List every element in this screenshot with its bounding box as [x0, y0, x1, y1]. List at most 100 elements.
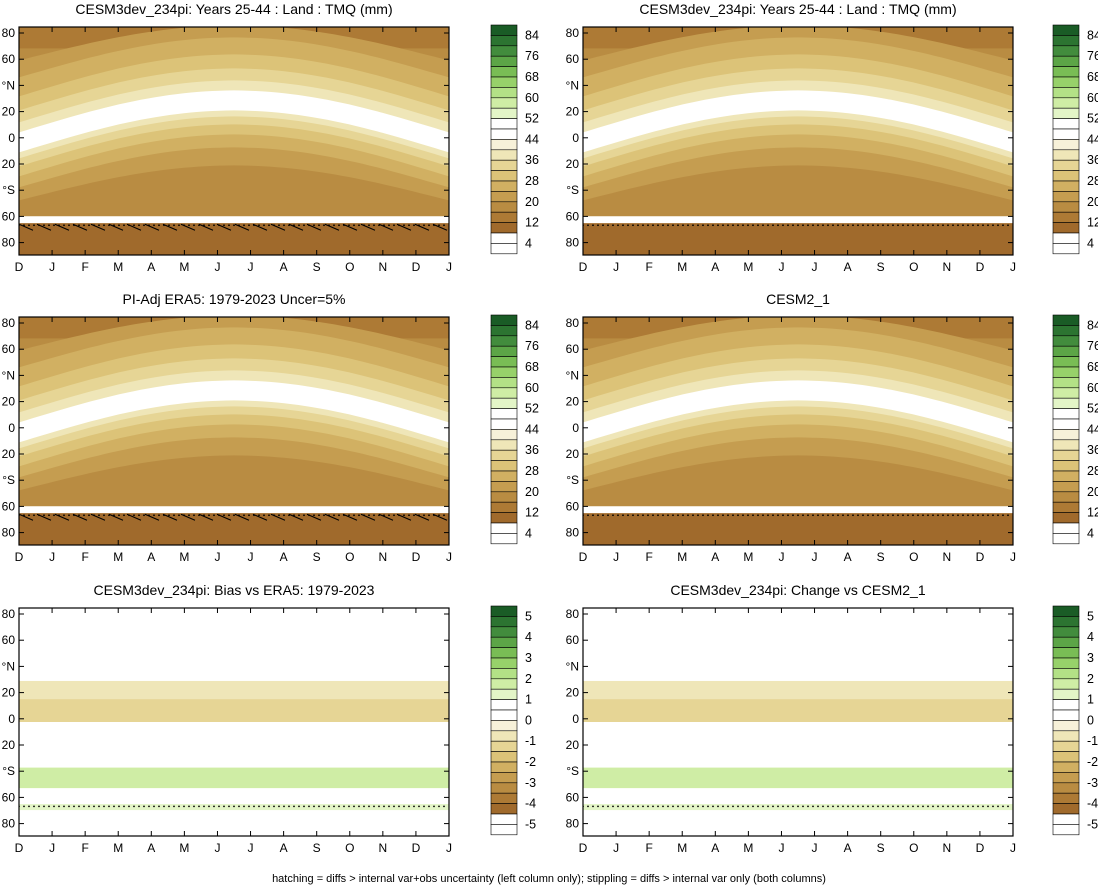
colorbar-box: [490, 772, 518, 784]
x-tick-label: M: [113, 841, 123, 855]
colorbar-box: [1052, 616, 1080, 628]
x-tick-label: J: [613, 841, 619, 855]
y-tick-label: 20: [2, 447, 16, 461]
colorbar-box: [490, 533, 518, 545]
colorbar-box: [490, 55, 518, 67]
panel-3: D J F M A M J J A S O N D J 80 60 °N 20 0 20 °S 60 80 PI-Adj ER…: [2, 291, 539, 564]
y-tick-label: 0: [572, 421, 579, 435]
x-tick-label: M: [179, 260, 189, 274]
colorbar-box: [1052, 55, 1080, 67]
colorbar-box: [1052, 107, 1080, 119]
colorbar-box: [1052, 688, 1080, 700]
colorbar-box: [490, 824, 518, 836]
colorbar-box: [1052, 35, 1080, 47]
colorbar-box: [490, 325, 518, 337]
y-tick-label: 80: [2, 316, 16, 330]
colorbar-label: 4: [1087, 526, 1094, 540]
y-tick-label: °N: [2, 368, 15, 382]
colorbar-box: [1052, 460, 1080, 472]
y-tick-label: 60: [566, 633, 580, 647]
colorbar-box: [1052, 470, 1080, 482]
colorbar-box: [490, 709, 518, 721]
colorbar-box: [490, 501, 518, 513]
colorbar-box: [490, 761, 518, 773]
colorbar-label: 60: [525, 381, 539, 395]
colorbar-box: [490, 180, 518, 192]
y-tick-label: 80: [2, 26, 16, 40]
colorbar-label: 76: [525, 339, 539, 353]
colorbar-box: [490, 512, 518, 524]
x-tick-label: A: [711, 841, 719, 855]
colorbar-label: 12: [525, 216, 539, 230]
y-tick-label: 60: [566, 209, 580, 223]
colorbar-label: 68: [1087, 70, 1098, 84]
colorbar-box: [1052, 76, 1080, 88]
x-tick-label: M: [113, 260, 123, 274]
colorbar-label: 20: [1087, 195, 1098, 209]
y-tick-label: °N: [566, 78, 579, 92]
colorbar-label: 84: [525, 318, 539, 332]
x-tick-label: D: [579, 841, 588, 855]
colorbar-label: 36: [1087, 443, 1098, 457]
colorbar-box: [1052, 481, 1080, 493]
x-tick-label: M: [179, 841, 189, 855]
colorbar-box: [490, 35, 518, 47]
colorbar-box: [490, 792, 518, 804]
colorbar-label: 20: [525, 485, 539, 499]
colorbar-box: [1052, 792, 1080, 804]
x-tick-label: J: [446, 260, 452, 274]
colorbar-box: [1052, 418, 1080, 430]
colorbar-box: [1052, 24, 1080, 36]
colorbar-label: 68: [525, 70, 539, 84]
y-tick-label: 60: [566, 52, 580, 66]
y-tick-label: 80: [2, 817, 16, 831]
colorbar-box: [490, 191, 518, 203]
colorbar-label: 28: [525, 174, 539, 188]
x-tick-label: N: [943, 260, 952, 274]
colorbar-label: 28: [1087, 174, 1098, 188]
x-tick-label: M: [743, 550, 753, 564]
colorbar-box: [490, 626, 518, 638]
colorbar-label: 52: [1087, 112, 1098, 126]
y-tick-label: 60: [2, 342, 16, 356]
x-tick-label: A: [280, 841, 288, 855]
colorbar-box: [1052, 501, 1080, 513]
x-tick-label: N: [943, 550, 952, 564]
x-tick-label: J: [778, 260, 784, 274]
plot-frame: [582, 607, 1014, 837]
x-tick-label: A: [711, 550, 719, 564]
colorbar-box: [1052, 377, 1080, 389]
panel-title: CESM2_1: [766, 291, 830, 307]
y-tick-label: 60: [2, 499, 16, 513]
colorbar-label: 4: [1087, 630, 1094, 644]
x-tick-label: S: [313, 550, 321, 564]
x-tick-label: J: [1010, 841, 1016, 855]
x-tick-label: M: [743, 841, 753, 855]
x-tick-label: S: [877, 841, 885, 855]
colorbar-label: 28: [525, 464, 539, 478]
colorbar-box: [490, 128, 518, 140]
colorbar-box: [490, 429, 518, 441]
colorbar-box: [1052, 118, 1080, 130]
colorbar-box: [490, 678, 518, 690]
colorbar-box: [490, 387, 518, 399]
plot-frame: [582, 316, 1014, 546]
colorbar-box: [1052, 668, 1080, 680]
colorbar-box: [490, 232, 518, 244]
colorbar-label: 4: [525, 630, 532, 644]
colorbar-box: [1052, 180, 1080, 192]
y-tick-label: 80: [2, 236, 16, 250]
panel-2: D J F M A M J J A S O N D J 80 60 °N 20 0 20 °S 60 80 CESM3dev_…: [566, 1, 1098, 274]
x-tick-label: J: [613, 260, 619, 274]
x-tick-label: S: [313, 260, 321, 274]
x-tick-label: D: [15, 260, 24, 274]
colorbar-box: [1052, 439, 1080, 451]
colorbar-label: 60: [1087, 381, 1098, 395]
colorbar-box: [490, 688, 518, 700]
x-tick-label: J: [812, 550, 818, 564]
colorbar-box: [490, 314, 518, 326]
colorbar-box: [490, 460, 518, 472]
colorbar-label: 84: [1087, 318, 1098, 332]
colorbar-box: [490, 616, 518, 628]
y-tick-label: 0: [8, 421, 15, 435]
